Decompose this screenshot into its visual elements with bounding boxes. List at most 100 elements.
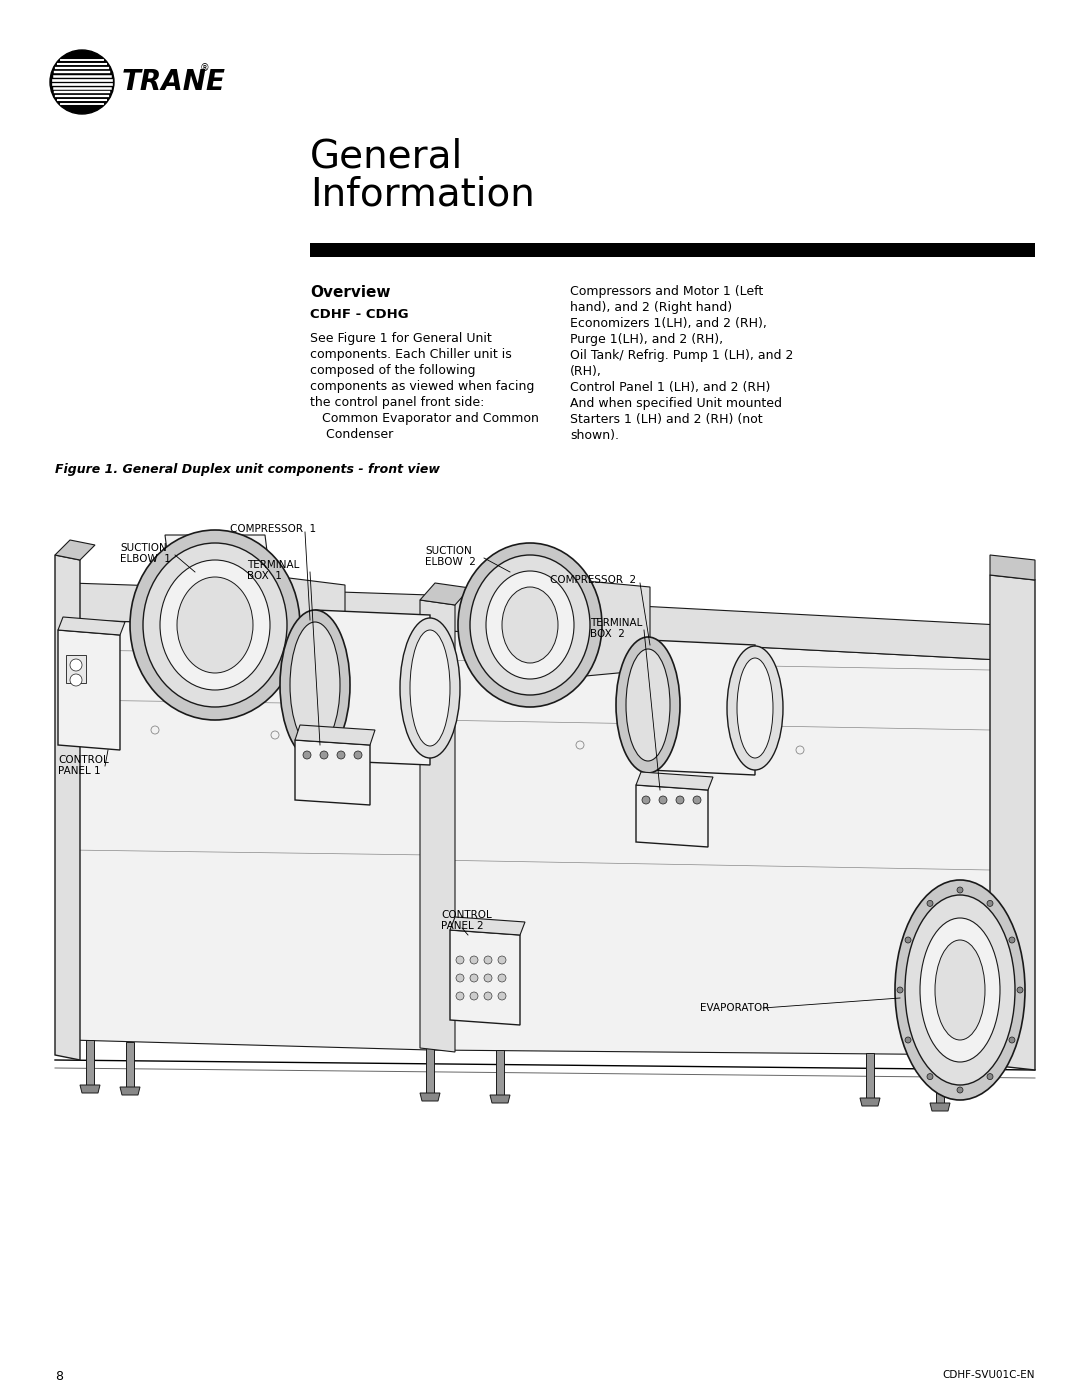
Ellipse shape bbox=[905, 895, 1015, 1085]
Ellipse shape bbox=[484, 956, 492, 964]
Text: COMPRESSOR  2: COMPRESSOR 2 bbox=[550, 576, 636, 585]
Circle shape bbox=[50, 50, 114, 115]
Text: CDHF-SVU01C-EN: CDHF-SVU01C-EN bbox=[943, 1370, 1035, 1380]
Polygon shape bbox=[450, 930, 519, 1025]
Text: components as viewed when facing: components as viewed when facing bbox=[310, 380, 535, 393]
Ellipse shape bbox=[291, 622, 340, 747]
Polygon shape bbox=[165, 535, 270, 576]
Polygon shape bbox=[636, 773, 713, 789]
Text: TERMINAL: TERMINAL bbox=[247, 560, 299, 570]
Ellipse shape bbox=[905, 937, 912, 943]
Ellipse shape bbox=[70, 673, 82, 686]
Ellipse shape bbox=[927, 901, 933, 907]
Polygon shape bbox=[295, 725, 375, 745]
Polygon shape bbox=[496, 1051, 504, 1095]
Text: Purge 1(LH), and 2 (RH),: Purge 1(LH), and 2 (RH), bbox=[570, 332, 724, 346]
Ellipse shape bbox=[160, 560, 270, 690]
Ellipse shape bbox=[280, 610, 350, 760]
Ellipse shape bbox=[320, 752, 328, 759]
Text: 8: 8 bbox=[55, 1370, 63, 1383]
Ellipse shape bbox=[410, 630, 450, 746]
Ellipse shape bbox=[957, 1087, 963, 1092]
Text: CDHF - CDHG: CDHF - CDHG bbox=[310, 307, 408, 321]
Ellipse shape bbox=[456, 974, 464, 982]
Text: Oil Tank/ Refrig. Pump 1 (LH), and 2: Oil Tank/ Refrig. Pump 1 (LH), and 2 bbox=[570, 349, 794, 362]
Ellipse shape bbox=[484, 992, 492, 1000]
Ellipse shape bbox=[400, 617, 460, 759]
Text: ®: ® bbox=[200, 63, 210, 73]
Polygon shape bbox=[265, 576, 345, 685]
Text: components. Each Chiller unit is: components. Each Chiller unit is bbox=[310, 348, 512, 360]
Ellipse shape bbox=[498, 992, 507, 1000]
Text: Economizers 1(LH), and 2 (RH),: Economizers 1(LH), and 2 (RH), bbox=[570, 317, 767, 330]
Polygon shape bbox=[120, 1087, 140, 1095]
Polygon shape bbox=[990, 555, 1035, 580]
Ellipse shape bbox=[130, 529, 300, 719]
Ellipse shape bbox=[642, 796, 650, 805]
Text: CONTROL: CONTROL bbox=[441, 909, 491, 921]
Text: General: General bbox=[310, 138, 463, 176]
Ellipse shape bbox=[70, 659, 82, 671]
Text: CONTROL: CONTROL bbox=[58, 754, 109, 766]
Ellipse shape bbox=[727, 645, 783, 770]
Ellipse shape bbox=[337, 752, 345, 759]
Ellipse shape bbox=[920, 918, 1000, 1062]
Ellipse shape bbox=[935, 940, 985, 1039]
Polygon shape bbox=[648, 640, 755, 775]
Text: hand), and 2 (Right hand): hand), and 2 (Right hand) bbox=[570, 300, 732, 314]
Polygon shape bbox=[420, 583, 470, 605]
Ellipse shape bbox=[303, 752, 311, 759]
Ellipse shape bbox=[1009, 937, 1015, 943]
Polygon shape bbox=[420, 1092, 440, 1101]
Polygon shape bbox=[930, 1104, 950, 1111]
Text: And when specified Unit mounted: And when specified Unit mounted bbox=[570, 397, 782, 409]
Bar bbox=[66, 655, 86, 683]
Polygon shape bbox=[55, 555, 80, 1060]
Text: BOX  2: BOX 2 bbox=[590, 629, 625, 638]
Text: TRANE: TRANE bbox=[122, 68, 226, 96]
Ellipse shape bbox=[987, 901, 993, 907]
Text: (RH),: (RH), bbox=[570, 365, 602, 379]
Ellipse shape bbox=[895, 880, 1025, 1099]
Ellipse shape bbox=[498, 974, 507, 982]
Text: SUCTION: SUCTION bbox=[120, 543, 166, 553]
Ellipse shape bbox=[927, 1074, 933, 1080]
Text: composed of the following: composed of the following bbox=[310, 365, 475, 377]
Polygon shape bbox=[126, 1042, 134, 1087]
Ellipse shape bbox=[458, 543, 602, 707]
Ellipse shape bbox=[987, 1074, 993, 1080]
Ellipse shape bbox=[616, 637, 680, 773]
Ellipse shape bbox=[470, 555, 590, 694]
Polygon shape bbox=[450, 916, 525, 935]
Ellipse shape bbox=[486, 571, 573, 679]
Text: Information: Information bbox=[310, 175, 535, 212]
Bar bbox=[310, 243, 1035, 257]
Text: Overview: Overview bbox=[310, 285, 391, 300]
Text: Control Panel 1 (LH), and 2 (RH): Control Panel 1 (LH), and 2 (RH) bbox=[570, 381, 770, 394]
Polygon shape bbox=[55, 541, 95, 560]
Polygon shape bbox=[430, 630, 1000, 1055]
Ellipse shape bbox=[676, 796, 684, 805]
Text: shown).: shown). bbox=[570, 429, 619, 441]
Ellipse shape bbox=[659, 796, 667, 805]
Text: Compressors and Motor 1 (Left: Compressors and Motor 1 (Left bbox=[570, 285, 764, 298]
Ellipse shape bbox=[354, 752, 362, 759]
Ellipse shape bbox=[905, 1037, 912, 1044]
Polygon shape bbox=[430, 595, 1000, 659]
Text: Common Evaporator and Common: Common Evaporator and Common bbox=[310, 412, 539, 425]
Ellipse shape bbox=[897, 988, 903, 993]
Polygon shape bbox=[860, 1098, 880, 1106]
Ellipse shape bbox=[502, 587, 558, 664]
Polygon shape bbox=[490, 1095, 510, 1104]
Text: COMPRESSOR  1: COMPRESSOR 1 bbox=[230, 524, 316, 534]
Ellipse shape bbox=[470, 992, 478, 1000]
Polygon shape bbox=[58, 617, 125, 636]
Ellipse shape bbox=[470, 974, 478, 982]
Polygon shape bbox=[426, 1048, 434, 1092]
Text: SUCTION: SUCTION bbox=[426, 546, 472, 556]
Ellipse shape bbox=[1009, 1037, 1015, 1044]
Ellipse shape bbox=[693, 796, 701, 805]
Polygon shape bbox=[990, 576, 1035, 1070]
Ellipse shape bbox=[484, 974, 492, 982]
Text: See Figure 1 for General Unit: See Figure 1 for General Unit bbox=[310, 332, 491, 345]
